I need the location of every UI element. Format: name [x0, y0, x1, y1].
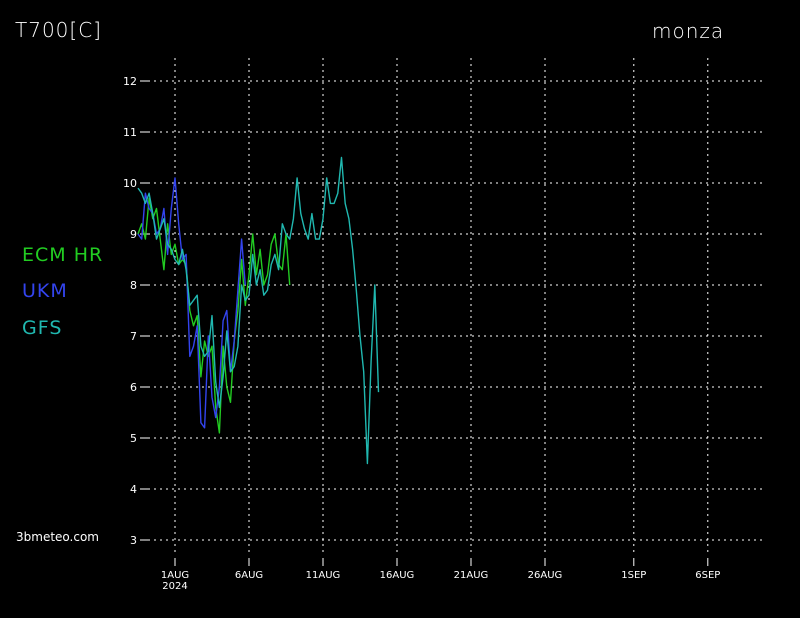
grid-lines — [148, 58, 765, 553]
location-label: monza — [652, 19, 725, 43]
legend-ukm: UKM — [22, 280, 68, 302]
xtick-label: 11AUG — [306, 570, 341, 581]
ytick-label: 6 — [130, 381, 137, 394]
xtick-sublabel: 2024 — [162, 581, 187, 592]
ytick-label: 12 — [123, 75, 137, 88]
ytick-label: 4 — [130, 483, 137, 496]
series-lines — [137, 156, 380, 465]
series-line-ecm-hr — [137, 197, 291, 434]
xtick-label: 1AUG — [161, 570, 189, 581]
ytick-label: 3 — [130, 534, 137, 547]
ytick-label: 10 — [123, 177, 137, 190]
ytick-label: 11 — [123, 126, 137, 139]
xtick-label: 6SEP — [695, 570, 720, 581]
ytick-label: 5 — [130, 432, 137, 445]
xtick-label: 21AUG — [454, 570, 489, 581]
series-line-gfs — [137, 156, 380, 465]
ytick-label: 9 — [130, 228, 137, 241]
xtick-label: 1SEP — [621, 570, 646, 581]
xtick-label: 16AUG — [380, 570, 415, 581]
ytick-label: 7 — [130, 330, 137, 343]
xtick-label: 26AUG — [528, 570, 563, 581]
xtick-label: 6AUG — [235, 570, 263, 581]
legend-gfs: GFS — [22, 317, 63, 339]
credit-text: 3bmeteo.com — [16, 530, 99, 544]
ytick-label: 8 — [130, 279, 137, 292]
chart-title: T700[C] — [15, 18, 102, 42]
legend-ecm-hr: ECM HR — [22, 244, 104, 266]
